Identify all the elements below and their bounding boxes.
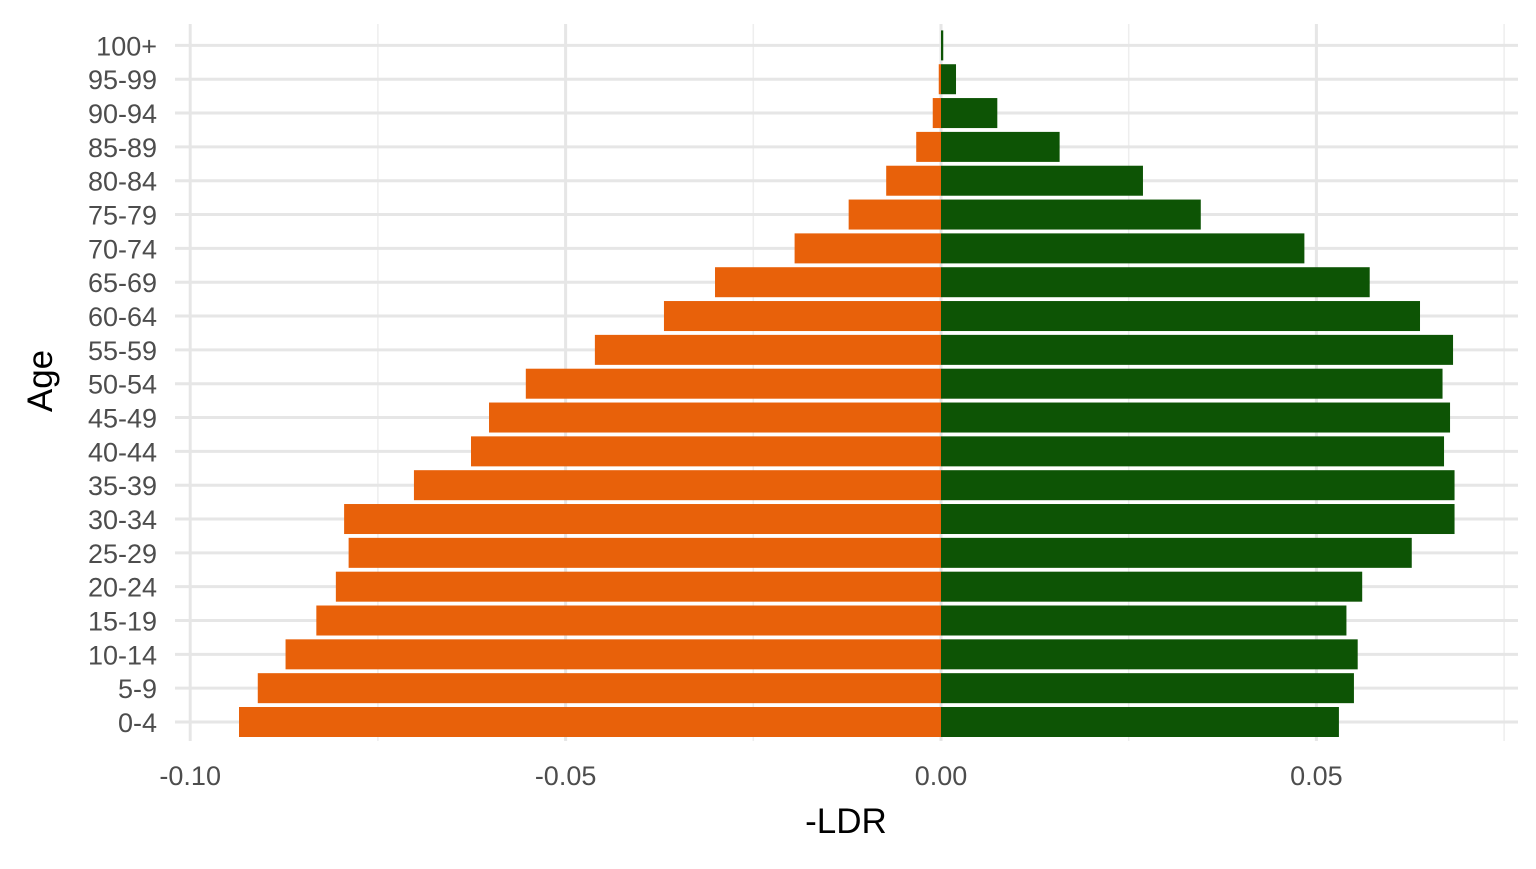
y-tick-label: 50-54: [88, 370, 157, 400]
right-bar-0-4: [941, 707, 1339, 737]
y-tick-label: 0-4: [118, 708, 157, 738]
x-tick-label: 0.05: [1290, 761, 1343, 791]
y-tick-label: 70-74: [88, 234, 157, 264]
left-bar-15-19: [316, 605, 941, 636]
right-bar-80-84: [941, 165, 1143, 196]
y-tick-label: 65-69: [88, 268, 157, 298]
right-bar-90-94: [941, 98, 998, 129]
right-bar-70-74: [941, 233, 1305, 264]
y-tick-label: 10-14: [88, 640, 157, 670]
right-bar-20-24: [941, 571, 1363, 602]
y-tick-label: 20-24: [88, 573, 157, 603]
left-bar-30-34: [344, 504, 941, 535]
y-tick-label: 15-19: [88, 607, 157, 637]
left-bar-5-9: [257, 673, 942, 704]
y-tick-label: 40-44: [88, 437, 157, 467]
right-bar-60-64: [941, 301, 1421, 332]
right-bar-35-39: [941, 470, 1455, 501]
y-tick-label: 75-79: [88, 201, 157, 231]
y-tick-label: 85-89: [88, 133, 157, 163]
y-tick-label: 60-64: [88, 302, 157, 332]
right-bar-95-99: [941, 64, 957, 95]
y-tick-label: 55-59: [88, 336, 157, 366]
right-bar-25-29: [941, 537, 1412, 568]
x-tick-label: -0.10: [159, 761, 221, 791]
y-tick-label: 5-9: [118, 674, 157, 704]
left-bar-35-39: [413, 470, 942, 501]
y-tick-label: 30-34: [88, 505, 157, 535]
left-bar-70-74: [794, 233, 941, 264]
x-tick-label: -0.05: [535, 761, 597, 791]
right-bar-65-69: [941, 267, 1370, 298]
left-bar-0-4: [239, 707, 941, 737]
right-bar-40-44: [941, 436, 1445, 467]
x-axis-title: -LDR: [805, 802, 887, 841]
left-bar-95-99: [938, 64, 941, 95]
y-axis-title: Age: [21, 350, 60, 412]
x-tick-label: 0.00: [915, 761, 968, 791]
y-tick-label: 100+: [96, 31, 157, 61]
left-bar-65-69: [715, 267, 941, 298]
bars-layer: [239, 30, 1455, 737]
right-bar-15-19: [941, 605, 1347, 636]
left-bar-25-29: [348, 537, 942, 568]
left-bar-80-84: [886, 165, 941, 196]
left-bar-90-94: [932, 98, 941, 129]
left-bar-10-14: [285, 639, 941, 670]
right-bar-45-49: [941, 402, 1451, 433]
right-bar-100+: [941, 30, 944, 61]
x-tick-labels: -0.10 -0.05 0.00 0.05: [159, 761, 1342, 791]
y-tick-label: 90-94: [88, 99, 157, 129]
right-bar-30-34: [941, 504, 1455, 535]
right-bar-55-59: [941, 334, 1454, 365]
y-tick-label: 95-99: [88, 65, 157, 95]
right-bar-5-9: [941, 673, 1354, 704]
right-bar-75-79: [941, 199, 1201, 230]
right-bar-85-89: [941, 131, 1060, 162]
right-bar-10-14: [941, 639, 1358, 670]
left-bar-50-54: [525, 368, 941, 399]
left-bar-85-89: [916, 131, 941, 162]
y-tick-label: 45-49: [88, 404, 157, 434]
left-bar-40-44: [470, 436, 941, 467]
y-tick-label: 80-84: [88, 167, 157, 197]
left-bar-60-64: [663, 301, 941, 332]
left-bar-45-49: [489, 402, 941, 433]
left-bar-75-79: [848, 199, 941, 230]
left-bar-55-59: [594, 334, 941, 365]
left-bar-20-24: [335, 571, 941, 602]
right-bar-50-54: [941, 368, 1443, 399]
y-tick-label: 25-29: [88, 539, 157, 569]
y-tick-label: 35-39: [88, 471, 157, 501]
